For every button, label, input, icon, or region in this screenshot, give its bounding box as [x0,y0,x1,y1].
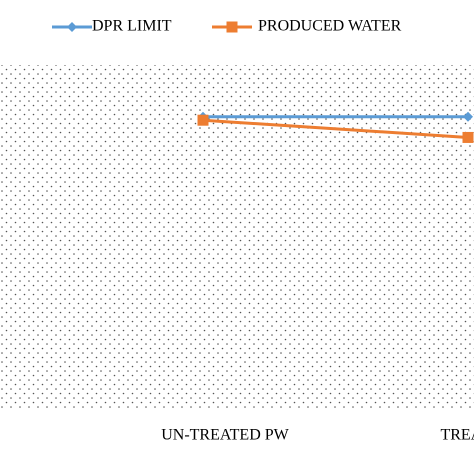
legend-label: DPR LIMIT [92,18,172,35]
legend-marker [67,22,77,32]
data-point [463,111,473,122]
series-line [202,118,469,139]
legend-marker [226,21,238,33]
data-point [462,131,474,143]
x-tick-label: TREATED PW [440,427,474,444]
x-tick-label: UN-TREATED PW [161,427,289,444]
data-point [197,114,209,126]
legend-label: PRODUCED WATER [258,18,402,35]
